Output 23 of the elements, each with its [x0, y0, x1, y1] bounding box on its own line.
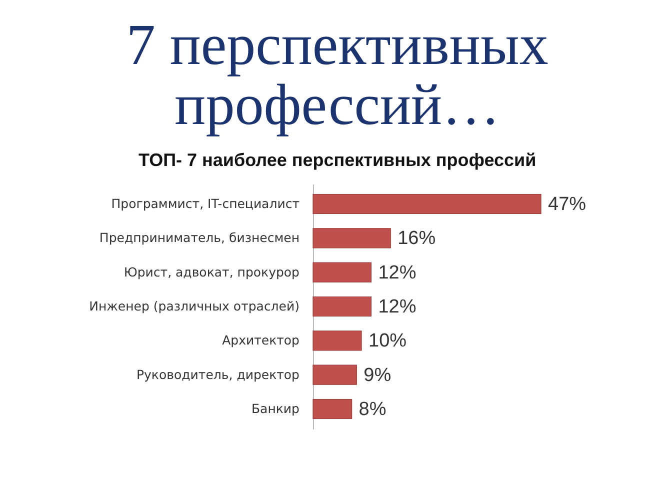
data-label: 16% [398, 228, 436, 250]
y-tick-label: Руководитель, директор [136, 366, 300, 382]
y-tick-label: Инженер (различных отраслей) [89, 298, 300, 314]
bar [312, 364, 357, 385]
bar [312, 296, 372, 317]
bar [312, 194, 542, 214]
y-tick-label: Предприниматель, бизнесмен [99, 230, 300, 246]
data-label: 12% [378, 296, 416, 318]
y-tick-label: Юрист, адвокат, прокурор [124, 264, 300, 280]
bar [312, 330, 362, 351]
data-label: 47% [548, 194, 586, 215]
data-label: 12% [378, 262, 416, 284]
y-tick-label: Программист, IT-специалист [111, 196, 300, 211]
data-label: 9% [364, 364, 392, 386]
data-label: 10% [368, 330, 407, 352]
y-tick-label: Архитектор [222, 332, 300, 348]
y-tick-label: Банкир [251, 401, 300, 416]
chart-subtitle: ТОП- 7 наиболее перспективных профессий [138, 150, 536, 170]
data-label: 8% [358, 399, 386, 420]
bar [312, 262, 372, 282]
bar [312, 228, 391, 248]
bar [312, 398, 352, 420]
chart-title: 7 перспективных профессий… [126, 12, 548, 137]
